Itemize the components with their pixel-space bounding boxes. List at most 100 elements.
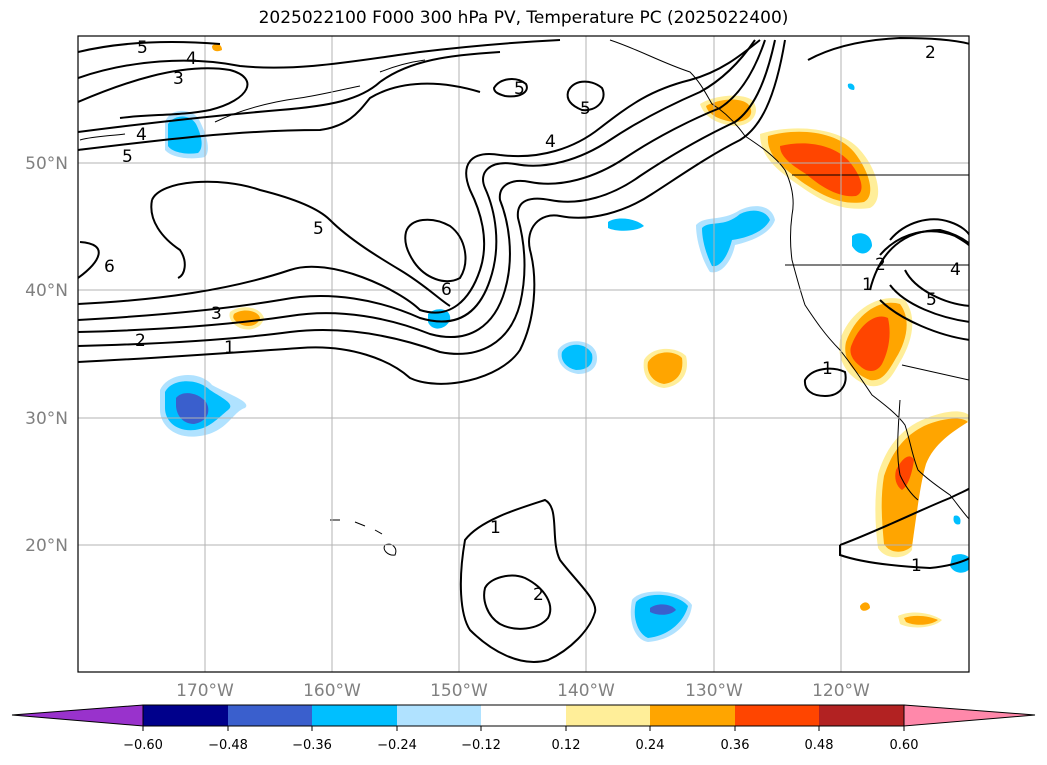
cool-region xyxy=(950,554,969,573)
north-america-coast xyxy=(609,39,969,520)
colorbar-tick-label: −0.48 xyxy=(208,738,248,753)
colorbar-tick-label: 0.24 xyxy=(636,738,665,753)
colorbar: −0.60 −0.48 −0.36 −0.24 −0.12 0.12 0.24 … xyxy=(11,704,1036,753)
contour-label: 6 xyxy=(441,280,452,300)
lon-label: 120°W xyxy=(812,681,870,701)
contour-labels: 5 4 3 4 5 5 3 2 1 6 6 5 4 5 1 2 1 2 4 5 … xyxy=(104,38,961,605)
warm-region xyxy=(904,615,938,625)
longitude-labels: 170°W 160°W 150°W 140°W 130°W 120°W xyxy=(176,681,870,701)
contour-label: 4 xyxy=(545,132,556,152)
border-lines xyxy=(785,174,969,381)
colorbar-segment xyxy=(650,705,735,726)
contour-line xyxy=(879,299,969,341)
chart-title: 2025022100 F000 300 hPa PV, Temperature … xyxy=(258,8,789,28)
contour-label: 1 xyxy=(224,338,235,358)
latitude-labels: 50°N 40°N 30°N 20°N xyxy=(25,154,68,556)
contour-line xyxy=(78,39,756,323)
cool-region xyxy=(168,116,202,154)
contour-line xyxy=(151,180,451,307)
map-border xyxy=(77,35,970,673)
cool-region xyxy=(847,83,855,90)
contour-line xyxy=(483,574,552,630)
colorbar-segment xyxy=(566,705,650,726)
contour-line xyxy=(78,39,766,339)
colorbar-segment xyxy=(397,705,481,726)
lat-label: 20°N xyxy=(25,536,68,556)
contour-line xyxy=(904,269,969,307)
colorbar-segment xyxy=(481,705,566,726)
contour-label: 1 xyxy=(490,518,501,538)
alaska-islands xyxy=(379,59,426,73)
contour-line xyxy=(869,228,969,291)
cool-region xyxy=(428,309,451,329)
cool-region xyxy=(852,233,872,254)
colorbar-tick-label: −0.60 xyxy=(123,738,163,753)
lon-label: 130°W xyxy=(685,681,743,701)
warm-region xyxy=(850,316,890,371)
lon-label: 140°W xyxy=(557,681,615,701)
contour-label: 1 xyxy=(911,556,922,576)
contour-label: 4 xyxy=(950,260,961,280)
contour-line xyxy=(566,80,605,112)
contour-label: 5 xyxy=(313,219,324,239)
contour-line xyxy=(78,41,221,53)
cool-region xyxy=(608,218,644,231)
lon-label: 150°W xyxy=(430,681,488,701)
colorbar-segment xyxy=(228,705,312,726)
contour-label: 5 xyxy=(137,38,148,58)
contour-line xyxy=(889,284,969,323)
colorbar-tick-label: 0.60 xyxy=(890,738,919,753)
cool-region xyxy=(634,594,688,638)
lon-label: 160°W xyxy=(303,681,361,701)
warm-region xyxy=(706,99,752,122)
lat-label: 30°N xyxy=(25,409,68,429)
contour-label: 1 xyxy=(862,275,873,295)
contour-label: 5 xyxy=(580,99,591,119)
contour-line xyxy=(404,218,467,283)
cool-region xyxy=(953,515,961,525)
contour-label: 3 xyxy=(211,304,222,324)
lon-label: 170°W xyxy=(176,681,234,701)
colorbar-tick-label: −0.36 xyxy=(292,738,332,753)
contour-label: 2 xyxy=(135,331,146,351)
cool-region xyxy=(176,393,209,424)
colorbar-extend-right xyxy=(903,704,1036,727)
warm-region xyxy=(647,352,683,384)
contour-line xyxy=(889,218,969,241)
contour-label: 2 xyxy=(875,255,886,275)
contour-label: 6 xyxy=(104,257,115,277)
colorbar-extend-left xyxy=(11,704,144,727)
contour-line xyxy=(78,82,481,151)
colorbar-frame xyxy=(142,704,905,727)
contour-line xyxy=(492,78,528,98)
colorbar-tick-label: −0.12 xyxy=(461,738,501,753)
cool-region xyxy=(650,604,676,615)
contour-line xyxy=(78,51,501,133)
hawaii-islands xyxy=(330,519,397,556)
cool-region xyxy=(561,344,593,370)
lat-label: 40°N xyxy=(25,281,68,301)
contour-line xyxy=(803,367,847,398)
contour-line xyxy=(78,67,249,119)
contour-label: 5 xyxy=(926,290,937,310)
colorbar-tick-label: −0.24 xyxy=(377,738,417,753)
contour-line xyxy=(78,39,776,355)
colorbar-tick-label: 0.12 xyxy=(552,738,581,753)
contour-line xyxy=(150,199,186,279)
contour-line xyxy=(78,39,786,385)
warm-region xyxy=(212,43,222,52)
contour-label: 2 xyxy=(533,585,544,605)
colorbar-tick-label: 0.36 xyxy=(721,738,750,753)
temperature-contours xyxy=(78,36,969,663)
contour-label: 5 xyxy=(514,79,525,99)
colorbar-tick-label: 0.48 xyxy=(805,738,834,753)
baja-california-coast xyxy=(897,399,919,501)
contour-line xyxy=(78,39,761,314)
contour-line xyxy=(78,39,561,79)
colorbar-segment xyxy=(312,705,397,726)
contour-line xyxy=(78,241,100,279)
lat-label: 50°N xyxy=(25,154,68,174)
colorbar-segment xyxy=(819,705,904,726)
contour-line xyxy=(807,36,969,61)
